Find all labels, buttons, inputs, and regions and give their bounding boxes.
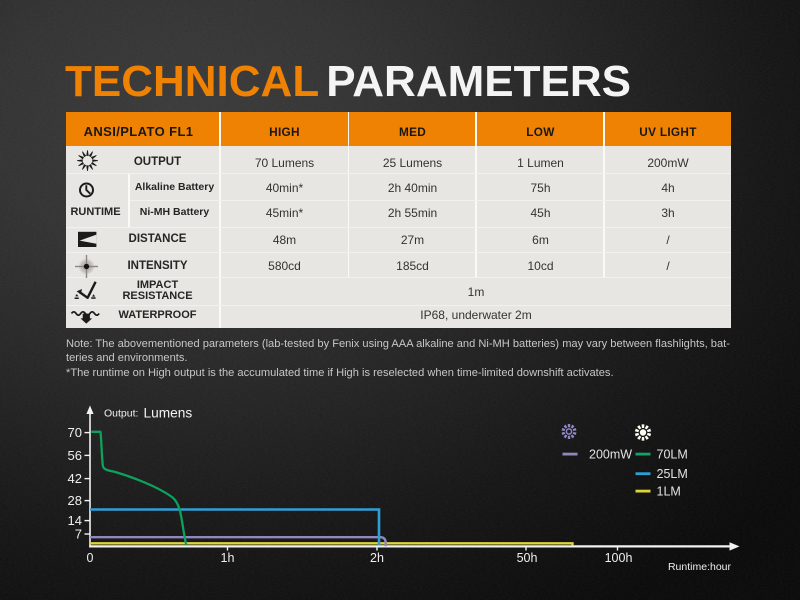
- svg-text:14: 14: [68, 513, 82, 528]
- svg-text:50h: 50h: [517, 551, 538, 565]
- svg-text:0: 0: [87, 551, 94, 565]
- svg-text:1LM: 1LM: [657, 485, 681, 499]
- svg-text:200mW: 200mW: [589, 448, 632, 462]
- svg-text:100h: 100h: [605, 551, 633, 565]
- svg-text:42: 42: [68, 471, 82, 486]
- svg-text:7: 7: [75, 527, 82, 542]
- svg-text:Lumens: Lumens: [144, 406, 193, 421]
- svg-text:Runtime:hour: Runtime:hour: [668, 561, 732, 573]
- svg-text:28: 28: [68, 493, 82, 508]
- svg-text:56: 56: [68, 448, 82, 463]
- svg-text:1h: 1h: [221, 551, 235, 565]
- svg-text:70: 70: [68, 425, 82, 440]
- svg-text:70LM: 70LM: [657, 448, 688, 462]
- svg-text:Output:: Output:: [104, 408, 138, 420]
- svg-text:2h: 2h: [370, 551, 384, 565]
- svg-text:25LM: 25LM: [657, 467, 688, 481]
